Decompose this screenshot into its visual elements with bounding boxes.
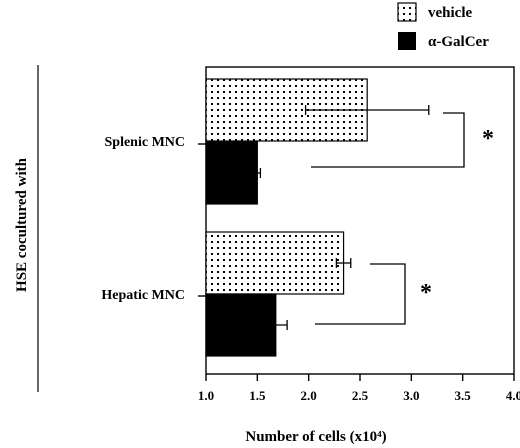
bar-vehicle-1 bbox=[205, 231, 345, 295]
legend-label-vehicle: vehicle bbox=[428, 5, 472, 21]
x-tick-label-0: 1.0 bbox=[198, 388, 214, 403]
significance-bracket-hepatic bbox=[315, 263, 406, 325]
bars bbox=[205, 78, 368, 357]
x-tick-label-2: 2.0 bbox=[301, 388, 317, 403]
x-tick-label-1: 1.5 bbox=[249, 388, 266, 403]
x-tick-label-5: 3.5 bbox=[455, 388, 472, 403]
significance-bracket-splenic bbox=[311, 112, 465, 168]
x-axis-ticks: 1.0 1.5 2.0 2.5 3.0 3.5 4.0 bbox=[198, 374, 520, 403]
x-tick-label-6: 4.0 bbox=[506, 388, 520, 403]
significance-star-hepatic: * bbox=[420, 280, 432, 306]
error-bars bbox=[253, 105, 430, 330]
category-label-splenic: Splenic MNC bbox=[105, 135, 186, 150]
x-tick-label-4: 3.0 bbox=[403, 388, 419, 403]
y-axis-title: HSE cocultured with bbox=[14, 157, 30, 292]
legend-label-galcer: α-GalCer bbox=[428, 34, 489, 50]
bracket-splenic bbox=[311, 112, 465, 168]
x-tick-label-3: 2.5 bbox=[352, 388, 369, 403]
category-label-hepatic: Hepatic MNC bbox=[101, 288, 185, 303]
x-axis-title: Number of cells (x10⁴) bbox=[245, 429, 386, 445]
bracket-hepatic bbox=[315, 263, 406, 325]
significance-star-splenic: * bbox=[482, 126, 494, 152]
legend-swatch-galcer bbox=[398, 32, 416, 50]
legend: vehicle α-GalCer bbox=[397, 2, 489, 50]
legend-swatch-vehicle bbox=[397, 2, 417, 22]
bar-galcer-0 bbox=[205, 141, 258, 205]
